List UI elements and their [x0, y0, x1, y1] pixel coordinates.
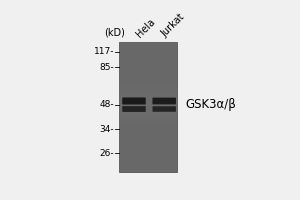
Bar — [119, 111, 177, 116]
Text: 48-: 48- — [100, 100, 114, 109]
Bar — [119, 55, 177, 60]
FancyBboxPatch shape — [122, 106, 146, 112]
Bar — [119, 154, 177, 159]
Text: 34-: 34- — [100, 125, 114, 134]
Bar — [119, 64, 177, 68]
Text: 85-: 85- — [100, 63, 114, 72]
Bar — [119, 167, 177, 172]
Bar — [119, 94, 177, 99]
Bar — [119, 72, 177, 77]
Bar — [119, 51, 177, 55]
Text: Hela: Hela — [134, 17, 157, 39]
Bar — [119, 59, 177, 64]
Bar — [119, 68, 177, 73]
Bar — [119, 85, 177, 90]
Bar — [119, 90, 177, 94]
Bar — [119, 163, 177, 168]
Text: 26-: 26- — [100, 149, 114, 158]
Bar — [119, 137, 177, 142]
Bar — [119, 133, 177, 137]
FancyBboxPatch shape — [152, 106, 176, 112]
Bar — [119, 146, 177, 150]
Bar — [119, 98, 177, 103]
Bar — [119, 124, 177, 129]
Bar — [119, 159, 177, 163]
Bar — [119, 115, 177, 120]
Bar — [119, 141, 177, 146]
Bar — [119, 81, 177, 86]
Bar — [119, 46, 177, 51]
Bar — [119, 42, 177, 172]
Text: (kD): (kD) — [104, 28, 124, 38]
Bar — [119, 103, 177, 107]
Bar — [119, 128, 177, 133]
Bar — [119, 107, 177, 111]
FancyBboxPatch shape — [152, 98, 176, 104]
Text: Jurkat: Jurkat — [160, 12, 187, 39]
Text: 117-: 117- — [94, 47, 114, 56]
Bar — [119, 77, 177, 81]
Bar — [119, 150, 177, 155]
Bar — [119, 120, 177, 124]
Text: GSK3α/β: GSK3α/β — [185, 98, 236, 111]
Bar — [119, 42, 177, 47]
FancyBboxPatch shape — [122, 97, 146, 105]
